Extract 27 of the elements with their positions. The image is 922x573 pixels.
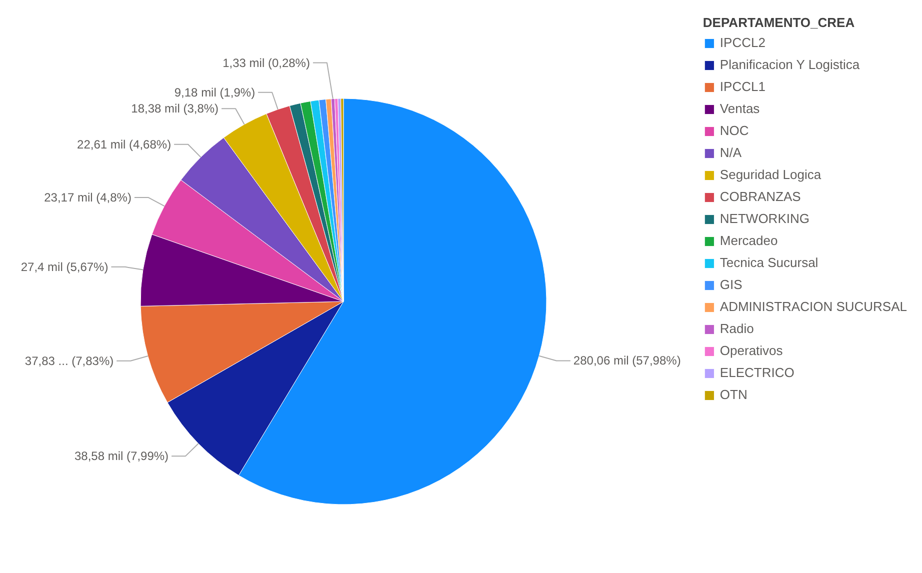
legend-label: NOC — [720, 123, 749, 138]
legend-label: COBRANZAS — [720, 189, 801, 204]
legend-label: IPCCL1 — [720, 79, 766, 94]
legend-label: NETWORKING — [720, 211, 810, 226]
data-label: 37,83 ... (7,83%) — [24, 354, 114, 368]
legend-label: Planificacion Y Logistica — [720, 57, 860, 72]
data-label: 27,4 mil (5,67%) — [20, 260, 108, 274]
legend-label: Mercadeo — [720, 233, 778, 248]
legend-label: Operativos — [720, 343, 783, 358]
data-label: 23,17 mil (4,8%) — [44, 190, 132, 205]
legend-label: IPCCL2 — [720, 35, 766, 50]
legend-label: N/A — [720, 145, 742, 160]
legend-label: Ventas — [720, 101, 760, 116]
data-label: 38,58 mil (7,99%) — [74, 449, 169, 464]
legend-title: DEPARTAMENTO_CREA — [702, 15, 856, 30]
legend-label: ELECTRICO — [720, 365, 794, 380]
legend-label: Radio — [720, 321, 754, 336]
legend-label: GIS — [720, 277, 742, 292]
legend-label: Seguridad Logica — [720, 167, 822, 182]
data-label: 1,33 mil (0,28%) — [222, 56, 310, 70]
legend-label: Tecnica Sucursal — [720, 255, 818, 270]
data-label: 9,18 mil (1,9%) — [174, 85, 256, 100]
data-label: 22,61 mil (4,68%) — [77, 137, 172, 152]
legend-label: ADMINISTRACION SUCURSAL — [720, 299, 907, 314]
data-label: 280,06 mil (57,98%) — [573, 354, 681, 368]
legend-label: OTN — [720, 387, 748, 402]
data-label: 18,38 mil (3,8%) — [131, 102, 219, 116]
